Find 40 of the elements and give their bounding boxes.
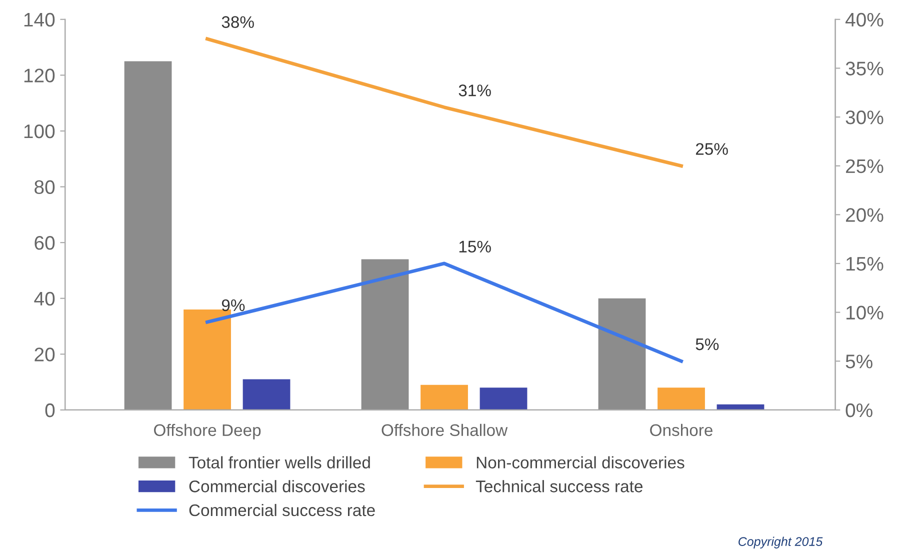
y2-tick-label: 20% [846,208,884,222]
y2-tick-label: 0% [846,403,872,418]
bar [598,298,646,410]
x-tick-label: Offshore Shallow [382,424,508,436]
data-label: 5% [696,338,719,350]
y-tick-label: 60 [34,236,55,250]
y-tick-label: 80 [34,180,55,194]
legend-label: Commercial success rate [189,504,375,516]
y2-tick-label: 40% [845,12,884,27]
y-tick-label: 100 [24,124,55,138]
data-label: 31% [458,84,491,96]
bar [658,388,705,410]
bar [420,384,468,410]
legend-label: Commercial discoveries [189,480,365,492]
bar [361,259,409,410]
bar [124,61,172,410]
y2-tick-label: 5% [846,354,872,368]
x-tick-label: Offshore Deep [154,424,261,440]
legend-label: Total frontier wells drilled [188,456,370,468]
legend-label: Non-commercial discoveries [476,456,684,468]
y-tick-label: 120 [24,68,55,82]
y-tick-label: 140 [24,12,55,27]
data-label: 25% [696,143,728,155]
data-label: 9% [222,299,245,312]
y-tick-label: 40 [34,292,55,306]
data-label: 38% [222,16,254,28]
data-label: 15% [459,240,491,253]
y2-tick-label: 10% [846,306,884,320]
legend-label: Technical success rate [476,480,642,492]
y-tick-label: 0 [45,403,55,418]
y2-tick-label: 15% [846,257,884,271]
text: Copyright 2015 [738,536,823,548]
y2-tick-label: 35% [846,62,884,76]
y2-tick-label: 25% [846,159,884,174]
y2-tick-label: 30% [846,110,884,124]
y-tick-label: 20 [34,348,55,362]
bar [242,379,290,410]
x-tick-label: Onshore [650,424,712,436]
bar [184,310,231,410]
bar [480,388,528,410]
